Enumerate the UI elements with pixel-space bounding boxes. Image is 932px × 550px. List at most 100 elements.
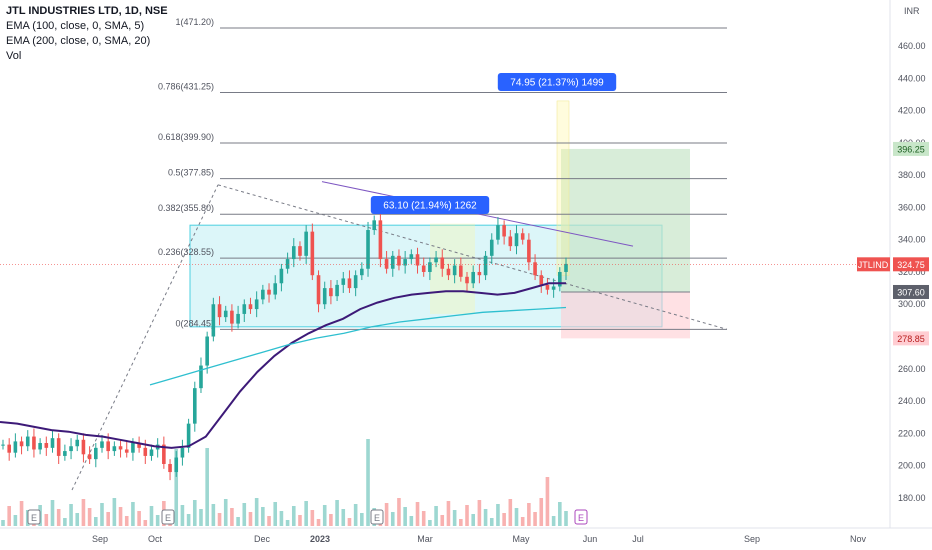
candle-body bbox=[162, 444, 166, 464]
volume-bar bbox=[186, 514, 191, 526]
candle-body bbox=[44, 443, 49, 448]
measure-column-1 bbox=[556, 100, 570, 276]
volume-bar bbox=[217, 513, 222, 526]
volume-bar bbox=[1, 520, 5, 526]
candle-body bbox=[192, 388, 197, 424]
volume-bar bbox=[421, 511, 426, 526]
candle-body bbox=[38, 443, 42, 450]
volume-bar bbox=[440, 515, 445, 526]
price-tick: 260.00 bbox=[898, 364, 926, 374]
fib-label-0.5: 0.5(377.85) bbox=[168, 168, 214, 178]
candle-body bbox=[434, 257, 438, 263]
volume-bar bbox=[180, 505, 185, 526]
volume-bar bbox=[459, 519, 463, 526]
price-tag-stop-bg bbox=[893, 331, 929, 346]
earnings-marker-1 bbox=[161, 509, 175, 525]
volume-bar bbox=[298, 515, 302, 526]
price-tag-target: 396.25 bbox=[897, 144, 925, 154]
legend-vol[interactable]: Vol bbox=[6, 50, 22, 62]
volume-bar bbox=[285, 520, 290, 526]
candle-body bbox=[186, 423, 191, 448]
candle-body bbox=[254, 299, 259, 310]
candle-body bbox=[279, 268, 284, 284]
candle-body bbox=[347, 278, 352, 289]
volume-bar bbox=[347, 518, 352, 526]
candle-body bbox=[168, 463, 172, 473]
ema200-line bbox=[149, 306, 567, 386]
candle-body bbox=[7, 444, 11, 453]
candle-body bbox=[211, 304, 216, 337]
candle-body bbox=[322, 288, 327, 305]
volume-bar bbox=[520, 517, 525, 526]
candle-body bbox=[304, 231, 308, 256]
candle-body bbox=[341, 278, 346, 285]
volume-bar bbox=[304, 501, 308, 526]
legend-ema100[interactable]: EMA (100, close, 0, SMA, 5) bbox=[6, 20, 145, 32]
volume-bar bbox=[428, 520, 432, 526]
candle-body bbox=[149, 449, 154, 456]
volume-bar bbox=[564, 511, 568, 526]
volume-bar bbox=[192, 500, 197, 526]
volume-bar bbox=[279, 511, 284, 526]
price-tick: 360.00 bbox=[898, 202, 926, 212]
candle-body bbox=[551, 286, 556, 290]
candle-body bbox=[446, 268, 451, 276]
candle-body bbox=[69, 446, 73, 452]
candle-body bbox=[360, 268, 364, 276]
fib-label-0: 0(284.45) bbox=[175, 318, 214, 328]
candle-body bbox=[242, 304, 247, 314]
candle-body bbox=[63, 451, 67, 456]
candle-body bbox=[384, 259, 389, 269]
candle-body bbox=[489, 239, 494, 256]
candle-body bbox=[483, 255, 488, 276]
candle-body bbox=[25, 436, 30, 447]
candle-body bbox=[261, 289, 265, 300]
candle-body bbox=[1, 444, 5, 446]
candle-body bbox=[273, 283, 278, 295]
fib-label-1: 1(471.20) bbox=[175, 17, 214, 27]
volume-bar bbox=[143, 520, 148, 526]
legend-symbol[interactable]: JTL INDUSTRIES LTD, 1D, NSE bbox=[6, 5, 168, 17]
candle-body bbox=[527, 239, 531, 263]
candle-body bbox=[112, 446, 117, 452]
volume-bar bbox=[471, 514, 475, 526]
candle-body bbox=[205, 336, 209, 366]
volume-bar bbox=[545, 477, 550, 526]
legend-ema200[interactable]: EMA (200, close, 0, SMA, 20) bbox=[6, 35, 151, 47]
time-tick: Jun bbox=[583, 534, 598, 544]
volume-bar bbox=[236, 517, 240, 526]
volume-bar bbox=[291, 506, 296, 526]
volume-bar bbox=[106, 512, 110, 526]
price-tick: 340.00 bbox=[898, 235, 926, 245]
measure-badge-2-bg bbox=[370, 196, 490, 214]
fib-label-0.786: 0.786(431.25) bbox=[158, 81, 214, 91]
volume-bar bbox=[155, 515, 160, 526]
candle-body bbox=[335, 284, 339, 297]
price-tick: 440.00 bbox=[898, 73, 926, 83]
time-tick: Jul bbox=[632, 534, 644, 544]
price-tick: 240.00 bbox=[898, 396, 926, 406]
earnings-label-3: E bbox=[578, 513, 584, 523]
candle-body bbox=[564, 263, 568, 272]
volume-bar bbox=[211, 504, 216, 526]
price-axis-unit: INR bbox=[904, 6, 920, 16]
candle-body bbox=[75, 439, 80, 447]
volume-bar bbox=[434, 506, 438, 526]
candle-body bbox=[397, 255, 401, 266]
volume-bar bbox=[415, 502, 420, 526]
candle-body bbox=[199, 365, 203, 389]
earnings-label-2: E bbox=[374, 513, 380, 523]
volume-bar bbox=[242, 503, 247, 526]
earnings-label-0: E bbox=[31, 513, 37, 523]
volume-bar bbox=[335, 500, 339, 526]
last-price-tag-bg bbox=[893, 257, 929, 272]
volume-bar bbox=[533, 512, 537, 526]
candle-body bbox=[421, 265, 426, 272]
candle-body bbox=[465, 276, 469, 284]
candle-body bbox=[19, 441, 24, 447]
volume-bar bbox=[44, 514, 49, 526]
candle-body bbox=[459, 265, 463, 277]
volume-bar bbox=[329, 514, 333, 526]
